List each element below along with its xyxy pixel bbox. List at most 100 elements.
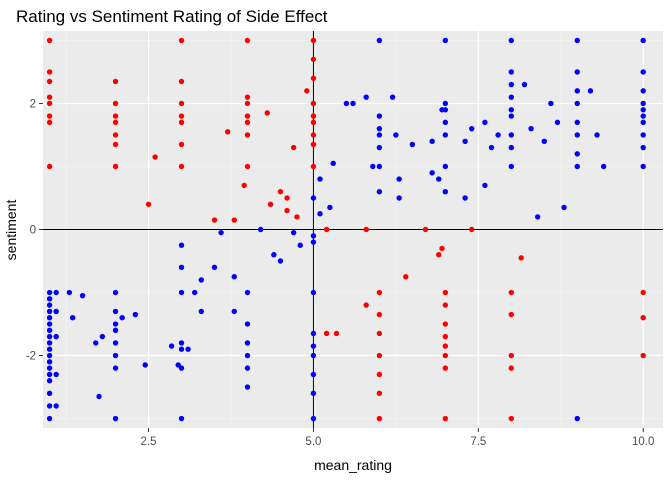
data-point <box>198 277 204 283</box>
data-point <box>482 119 488 126</box>
y-tick-label: 2 <box>30 98 36 110</box>
data-point <box>310 132 317 138</box>
data-point <box>244 384 251 390</box>
data-point <box>99 333 106 340</box>
data-point <box>178 365 185 371</box>
data-point <box>46 352 53 359</box>
data-point <box>508 69 514 75</box>
data-point <box>178 264 185 271</box>
data-point <box>310 119 317 126</box>
data-point <box>112 365 119 371</box>
x-tick-label: 2.5 <box>141 436 157 448</box>
data-point <box>548 100 554 107</box>
data-point <box>376 352 383 359</box>
data-point <box>53 371 59 378</box>
data-point <box>442 163 449 170</box>
data-point <box>310 100 317 107</box>
data-point <box>46 390 53 397</box>
data-point <box>284 207 290 214</box>
data-point <box>442 415 449 422</box>
data-point <box>442 100 449 107</box>
data-point <box>310 195 317 201</box>
reference-lines <box>43 31 663 428</box>
data-point <box>429 138 435 144</box>
data-point <box>317 211 323 217</box>
data-point <box>310 352 317 359</box>
data-point <box>376 144 383 151</box>
data-point <box>393 132 399 138</box>
data-point <box>600 163 607 170</box>
data-point <box>640 289 646 296</box>
data-point <box>508 107 514 113</box>
data-point <box>241 182 247 189</box>
data-point <box>508 132 514 138</box>
data-point <box>178 163 185 170</box>
data-point <box>46 163 53 170</box>
data-point <box>244 365 251 371</box>
data-point <box>218 229 224 236</box>
data-point <box>46 327 53 334</box>
data-point <box>290 229 297 236</box>
data-point <box>112 132 119 138</box>
data-point <box>290 144 297 151</box>
data-point <box>310 141 317 148</box>
data-point <box>244 94 251 100</box>
data-point <box>508 144 514 151</box>
data-point <box>640 163 646 170</box>
data-point <box>46 340 53 346</box>
data-point <box>46 359 53 365</box>
data-point <box>112 289 119 296</box>
data-point <box>271 252 277 258</box>
data-point <box>244 352 251 359</box>
chart-title: Rating vs Sentiment Rating of Side Effec… <box>16 7 328 26</box>
data-point <box>462 195 468 201</box>
data-point <box>132 311 139 318</box>
data-point <box>310 233 317 239</box>
data-point <box>534 214 541 220</box>
data-point <box>152 154 158 160</box>
data-point <box>376 163 383 170</box>
data-point <box>46 37 53 44</box>
data-point <box>640 144 646 151</box>
data-point <box>192 289 198 296</box>
data-point <box>343 100 350 107</box>
data-point <box>442 343 449 349</box>
data-point <box>442 107 449 113</box>
data-point <box>267 201 274 207</box>
data-point <box>482 182 488 189</box>
data-point <box>574 37 580 44</box>
data-point <box>46 365 53 371</box>
data-point <box>574 163 580 170</box>
data-point <box>244 289 251 296</box>
data-point <box>53 403 59 409</box>
data-point <box>304 88 310 94</box>
data-point <box>310 163 317 170</box>
data-point <box>168 343 175 349</box>
data-point <box>442 321 449 327</box>
data-point <box>244 37 251 44</box>
data-point <box>112 308 119 315</box>
data-point <box>46 333 53 340</box>
data-point <box>594 132 600 138</box>
data-point <box>112 100 119 107</box>
data-point <box>178 340 185 346</box>
data-point <box>363 302 369 308</box>
data-point <box>244 113 251 119</box>
data-point <box>442 132 449 138</box>
data-point <box>376 415 383 422</box>
data-point <box>53 308 59 315</box>
data-point <box>46 94 53 100</box>
data-point <box>436 252 442 258</box>
data-point <box>508 81 514 88</box>
data-point <box>574 100 580 107</box>
data-point <box>442 119 449 126</box>
data-point <box>330 160 336 167</box>
data-point <box>376 371 383 378</box>
data-point <box>46 100 53 107</box>
data-point <box>469 226 475 233</box>
data-point <box>257 226 264 233</box>
data-point <box>178 37 185 44</box>
data-point <box>640 88 646 94</box>
data-point <box>508 365 514 371</box>
data-point <box>508 311 514 318</box>
